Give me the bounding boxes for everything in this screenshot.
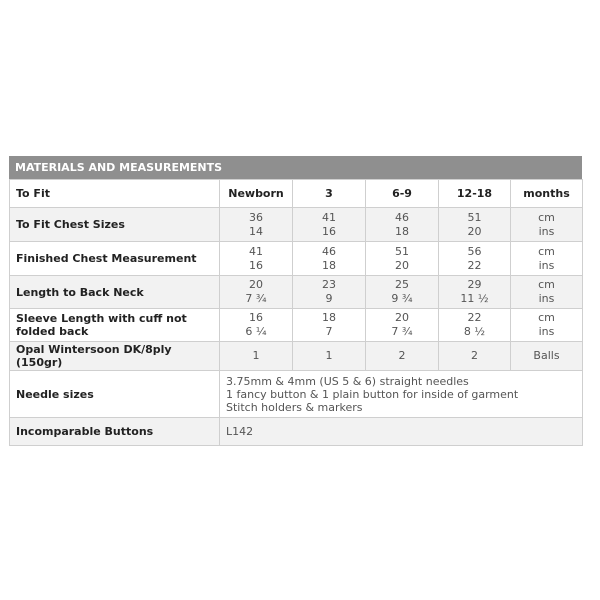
unit-cm: cm <box>538 311 555 324</box>
ins-value: 16 <box>322 224 336 238</box>
cm-value: 29 <box>467 278 482 291</box>
cell: 46 18 <box>292 241 366 276</box>
unit-cm: cm <box>538 210 555 224</box>
cm-value: 41 <box>249 244 263 258</box>
cell: 16 6 ¼ <box>219 308 293 342</box>
unit-ins: ins <box>538 325 555 338</box>
ins-value: 20 <box>467 224 482 238</box>
size-header: 6-9 <box>365 179 439 208</box>
unit-header: months <box>510 179 583 208</box>
cm-value: 51 <box>395 244 409 258</box>
needles-line: 3.75mm & 4mm (US 5 & 6) straight needles <box>226 374 469 388</box>
cell-unit: cm ins <box>510 241 583 276</box>
cell: 1 <box>292 341 366 371</box>
cm-value: 22 <box>467 311 482 324</box>
measurement-row: Length to Back Neck 20 7 ¾ 23 9 25 9 ¾ 29 11 ½ cm… <box>9 275 583 309</box>
ins-value: 7 ¾ <box>391 325 413 338</box>
cm-value: 41 <box>322 210 336 224</box>
cell: 41 16 <box>219 241 293 276</box>
cell: 18 7 <box>292 308 366 342</box>
ins-value: 9 <box>325 292 333 305</box>
cell: 41 16 <box>292 207 366 242</box>
size-header: 12-18 <box>438 179 511 208</box>
row-label: Needle sizes <box>9 370 220 418</box>
ins-value: 18 <box>322 258 336 272</box>
unit-ins: ins <box>538 292 555 305</box>
ins-value: 8 ½ <box>463 325 486 338</box>
size-header: 3 <box>292 179 366 208</box>
unit-ins: ins <box>538 258 555 272</box>
cell-unit: cm ins <box>510 308 583 342</box>
cell-unit: cm ins <box>510 207 583 242</box>
ins-value: 11 ½ <box>460 292 489 305</box>
cm-value: 51 <box>467 210 482 224</box>
cm-value: 25 <box>395 278 409 291</box>
row-label: Finished Chest Measurement <box>9 241 220 276</box>
cm-value: 20 <box>249 278 263 291</box>
cm-value: 36 <box>249 210 263 224</box>
cell: 56 22 <box>438 241 511 276</box>
buttons-cell: L142 <box>219 417 583 446</box>
cell: 29 11 ½ <box>438 275 511 309</box>
measurement-row: Sleeve Length with cuff not folded back 1… <box>9 308 583 342</box>
unit-cm: cm <box>538 278 555 291</box>
ins-value: 16 <box>249 258 263 272</box>
row-label: To Fit Chest Sizes <box>9 207 220 242</box>
cell-unit: Balls <box>510 341 583 371</box>
ins-value: 9 ¾ <box>391 292 413 305</box>
ins-value: 18 <box>395 224 409 238</box>
cm-value: 56 <box>467 244 482 258</box>
measurement-row: To Fit Chest Sizes 36 14 41 16 46 18 51 20 cm ins <box>9 207 583 242</box>
needles-cell: 3.75mm & 4mm (US 5 & 6) straight needles… <box>219 370 583 418</box>
ins-value: 14 <box>249 224 263 238</box>
measurement-row: Finished Chest Measurement 41 16 46 18 51 20 56… <box>9 241 583 276</box>
unit-cm: cm <box>538 244 555 258</box>
size-header: Newborn <box>219 179 293 208</box>
materials-table: MATERIALS AND MEASUREMENTS To Fit Newbor… <box>9 156 583 446</box>
cell: 1 <box>219 341 293 371</box>
buttons-row: Incomparable Buttons L142 <box>9 417 583 446</box>
cm-value: 20 <box>395 311 409 324</box>
needles-line: Stitch holders & markers <box>226 400 363 414</box>
needles-row: Needle sizes 3.75mm & 4mm (US 5 & 6) str… <box>9 370 583 418</box>
cell: 2 <box>438 341 511 371</box>
row-label: Incomparable Buttons <box>9 417 220 446</box>
cell: 20 7 ¾ <box>219 275 293 309</box>
table-title: MATERIALS AND MEASUREMENTS <box>9 156 582 179</box>
unit-ins: ins <box>538 224 555 238</box>
cm-value: 23 <box>322 278 336 291</box>
cell: 51 20 <box>365 241 439 276</box>
ins-value: 22 <box>467 258 482 272</box>
yarn-row: Opal Wintersoon DK/8ply (150gr) 1 1 2 2 … <box>9 341 583 371</box>
header-label: To Fit <box>9 179 220 208</box>
cm-value: 18 <box>322 311 336 324</box>
ins-value: 7 ¾ <box>245 292 267 305</box>
cell: 25 9 ¾ <box>365 275 439 309</box>
cell: 20 7 ¾ <box>365 308 439 342</box>
ins-value: 20 <box>395 258 409 272</box>
row-label: Opal Wintersoon DK/8ply (150gr) <box>9 341 220 371</box>
row-label: Sleeve Length with cuff not folded back <box>9 308 220 342</box>
header-row: To Fit Newborn 3 6-9 12-18 months <box>9 179 583 208</box>
cm-value: 16 <box>249 311 263 324</box>
needles-line: 1 fancy button & 1 plain button for insi… <box>226 387 519 401</box>
cm-value: 46 <box>395 210 409 224</box>
ins-value: 6 ¼ <box>245 325 267 338</box>
cell: 2 <box>365 341 439 371</box>
cell: 36 14 <box>219 207 293 242</box>
cell-unit: cm ins <box>510 275 583 309</box>
cell: 51 20 <box>438 207 511 242</box>
cell: 22 8 ½ <box>438 308 511 342</box>
ins-value: 7 <box>325 325 333 338</box>
cell: 23 9 <box>292 275 366 309</box>
cm-value: 46 <box>322 244 336 258</box>
row-label: Length to Back Neck <box>9 275 220 309</box>
cell: 46 18 <box>365 207 439 242</box>
